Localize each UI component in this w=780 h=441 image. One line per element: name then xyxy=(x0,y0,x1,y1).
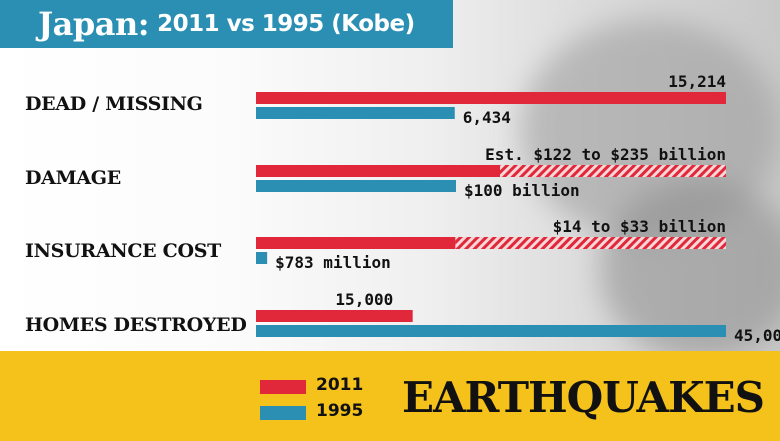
data-label-2011: $14 to $33 billion xyxy=(553,217,726,236)
bar-2011-range xyxy=(455,237,726,249)
category-label-damage: DAMAGE xyxy=(25,167,121,189)
legend-label-1995: 1995 xyxy=(316,401,364,421)
bar-2011 xyxy=(256,92,726,104)
data-label-1995: 6,434 xyxy=(463,108,511,127)
legend-swatch-2011 xyxy=(260,380,306,394)
page-title: Japan: xyxy=(38,5,150,43)
data-label-1995: 45,000 xyxy=(734,326,780,345)
bar-2011-low xyxy=(256,237,456,249)
title-bar: Japan: 2011 vs 1995 (Kobe) xyxy=(0,0,453,48)
data-label-2011: 15,000 xyxy=(335,290,393,309)
bar-2011-range xyxy=(500,165,726,177)
data-label-2011: 15,214 xyxy=(668,72,726,91)
bar-1995 xyxy=(256,325,726,337)
bar-2011-low xyxy=(256,165,500,177)
legend-label-2011: 2011 xyxy=(316,375,364,395)
footer-band: 2011 1995 EARTHQUAKES xyxy=(0,351,780,441)
data-label-1995: $100 billion xyxy=(464,181,580,200)
bar-1995 xyxy=(256,107,455,119)
bar-2011 xyxy=(256,310,413,322)
data-label-1995: $783 million xyxy=(275,253,391,272)
category-label-dead-missing: DEAD / MISSING xyxy=(25,93,203,115)
page-subtitle: 2011 vs 1995 (Kobe) xyxy=(157,11,415,37)
legend-swatch-1995 xyxy=(260,406,306,420)
category-label-homes-destroyed: HOMES DESTROYED xyxy=(25,314,247,336)
category-label-insurance-cost: INSURANCE COST xyxy=(25,240,221,262)
footer-title: EARTHQUAKES xyxy=(401,373,765,422)
bar-1995 xyxy=(256,180,456,192)
bar-1995 xyxy=(256,252,268,264)
data-label-2011: Est. $122 to $235 billion xyxy=(485,145,726,164)
